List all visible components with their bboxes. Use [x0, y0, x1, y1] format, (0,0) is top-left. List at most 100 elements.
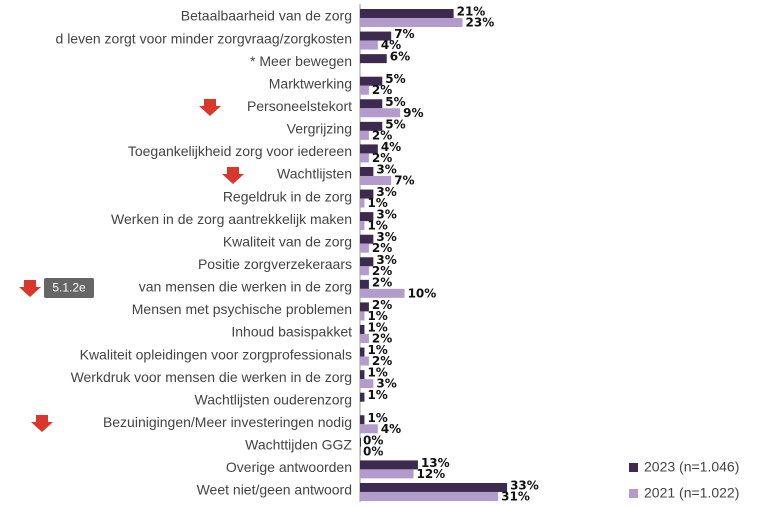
badge-box	[44, 278, 94, 298]
category-label: Werkdruk voor mensen die werken in de zo…	[71, 369, 352, 385]
category-label: Regeldruk in de zorg	[223, 188, 352, 204]
bar	[360, 324, 365, 334]
bar	[360, 212, 374, 222]
value-label: 13%	[421, 456, 450, 470]
value-label: 31%	[501, 489, 530, 503]
bar	[360, 288, 405, 298]
value-label: 2%	[372, 151, 392, 165]
category-label: Toegankelijkheid zorg voor iedereen	[128, 143, 352, 159]
value-label: 7%	[394, 27, 414, 41]
bar	[360, 370, 365, 380]
category-label: Betaalbaarheid van de zorg	[181, 8, 352, 24]
value-label: 3%	[376, 253, 396, 267]
bar	[360, 85, 369, 95]
bar	[360, 333, 369, 343]
category-label: Kwaliteit van de zorg	[223, 233, 352, 249]
value-label: 1%	[367, 309, 387, 323]
bar	[360, 356, 369, 366]
bar	[360, 446, 361, 456]
value-label: 1%	[367, 219, 387, 233]
bar	[360, 311, 365, 321]
bar	[360, 40, 378, 50]
category-label: Overige antwoorden	[226, 459, 352, 475]
bar	[360, 347, 365, 357]
bar	[360, 198, 365, 208]
value-label: 3%	[376, 185, 396, 199]
value-label: 6%	[390, 50, 410, 64]
down-arrow	[31, 415, 53, 432]
value-label: 7%	[394, 173, 414, 187]
value-label: 1%	[367, 343, 387, 357]
category-label: van mensen die werken in de zorg	[139, 279, 352, 295]
category-label: d leven zorgt voor minder zorgvraag/zorg…	[56, 30, 352, 46]
category-label: Positie zorgverzekeraars	[198, 256, 352, 272]
category-label: Mensen met psychische problemen	[132, 301, 352, 317]
bar	[360, 9, 454, 18]
bar	[360, 153, 369, 163]
category-label: Personeelstekort	[247, 98, 352, 114]
value-label: 1%	[367, 196, 387, 210]
category-label: Inhoud basispakket	[231, 324, 352, 340]
value-label: 4%	[381, 140, 401, 154]
down-arrow	[19, 280, 41, 297]
value-label: 2%	[372, 275, 392, 289]
bar	[360, 144, 378, 154]
value-label: 21%	[457, 5, 486, 19]
category-label: Wachtlijsten	[277, 166, 352, 182]
bar	[360, 266, 369, 276]
value-label: 5%	[385, 72, 405, 86]
badge-text: 5.1.2e	[52, 281, 86, 295]
bar	[360, 279, 369, 289]
legend-label: 2021 (n=1.022)	[644, 485, 739, 501]
bar	[360, 31, 392, 41]
bar	[360, 392, 365, 402]
bar	[360, 437, 361, 447]
arrows	[19, 99, 244, 432]
bar	[360, 175, 392, 185]
value-label: 2%	[372, 83, 392, 97]
bar	[360, 166, 374, 176]
legend-swatch	[629, 463, 638, 472]
bar	[360, 302, 369, 312]
down-arrow	[199, 99, 221, 116]
bar	[360, 76, 383, 86]
value-label: 2%	[372, 298, 392, 312]
value-label: 3%	[376, 377, 396, 391]
bar	[360, 130, 369, 140]
bar	[360, 234, 374, 244]
value-label: 12%	[416, 467, 445, 481]
category-label: Werken in de zorg aantrekkelijk maken	[111, 211, 352, 227]
value-label: 4%	[381, 422, 401, 436]
bar	[360, 18, 463, 27]
value-label: 1%	[367, 366, 387, 380]
value-label: 0%	[363, 433, 383, 447]
category-label: Bezuinigingen/Meer investeringen nodig	[103, 414, 352, 430]
value-label: 2%	[372, 241, 392, 255]
value-label: 1%	[367, 320, 387, 334]
value-label: 2%	[372, 264, 392, 278]
bar	[360, 121, 383, 131]
category-label: Marktwerking	[269, 75, 352, 91]
category-label: Weet niet/geen antwoord	[197, 482, 352, 498]
value-label: 3%	[376, 162, 396, 176]
value-label: 3%	[376, 208, 396, 222]
value-label: 5%	[385, 117, 405, 131]
value-label: 1%	[367, 411, 387, 425]
bar	[360, 189, 374, 199]
bar	[360, 491, 499, 501]
value-label: 33%	[510, 478, 539, 492]
bar	[360, 424, 378, 434]
category-label: Kwaliteit opleidingen voor zorgprofessio…	[80, 346, 352, 362]
bar	[360, 99, 383, 109]
down-arrow	[222, 167, 244, 184]
bar	[360, 221, 365, 231]
value-label: 5%	[385, 95, 405, 109]
category-label: Vergrijzing	[287, 121, 352, 137]
category-label: Wachttijden GGZ	[245, 437, 352, 453]
legend-swatch	[629, 489, 638, 498]
value-label: 0%	[363, 444, 383, 458]
legend-label: 2023 (n=1.046)	[644, 459, 739, 475]
value-label: 10%	[408, 286, 437, 300]
bar	[360, 379, 374, 389]
